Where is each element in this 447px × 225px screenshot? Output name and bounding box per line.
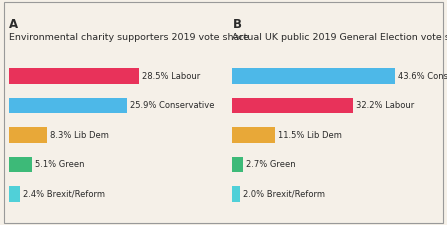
Bar (9, 157, 32, 172)
Text: 32.2% Labour: 32.2% Labour (356, 101, 414, 110)
Text: 2.4% Brexit/Reform: 2.4% Brexit/Reform (23, 189, 105, 198)
Text: Environmental charity supporters 2019 vote share: Environmental charity supporters 2019 vo… (9, 33, 249, 42)
Bar (232, 127, 275, 143)
Bar (9, 68, 139, 84)
Text: 8.3% Lib Dem: 8.3% Lib Dem (50, 130, 109, 140)
Text: 43.6% Conservative: 43.6% Conservative (398, 72, 447, 81)
Text: Actual UK public 2019 General Election vote share: Actual UK public 2019 General Election v… (232, 33, 447, 42)
Text: B: B (232, 18, 241, 31)
Text: 2.7% Green: 2.7% Green (245, 160, 295, 169)
Text: 25.9% Conservative: 25.9% Conservative (130, 101, 215, 110)
Bar (232, 98, 353, 113)
Bar (9, 98, 127, 113)
Bar (9, 127, 47, 143)
Text: A: A (9, 18, 18, 31)
Bar (9, 186, 20, 202)
Text: 28.5% Labour: 28.5% Labour (142, 72, 200, 81)
Text: 2.0% Brexit/Reform: 2.0% Brexit/Reform (243, 189, 325, 198)
Bar (232, 68, 396, 84)
Text: 5.1% Green: 5.1% Green (35, 160, 84, 169)
Text: 11.5% Lib Dem: 11.5% Lib Dem (278, 130, 342, 140)
Bar (232, 186, 240, 202)
Bar (232, 157, 243, 172)
